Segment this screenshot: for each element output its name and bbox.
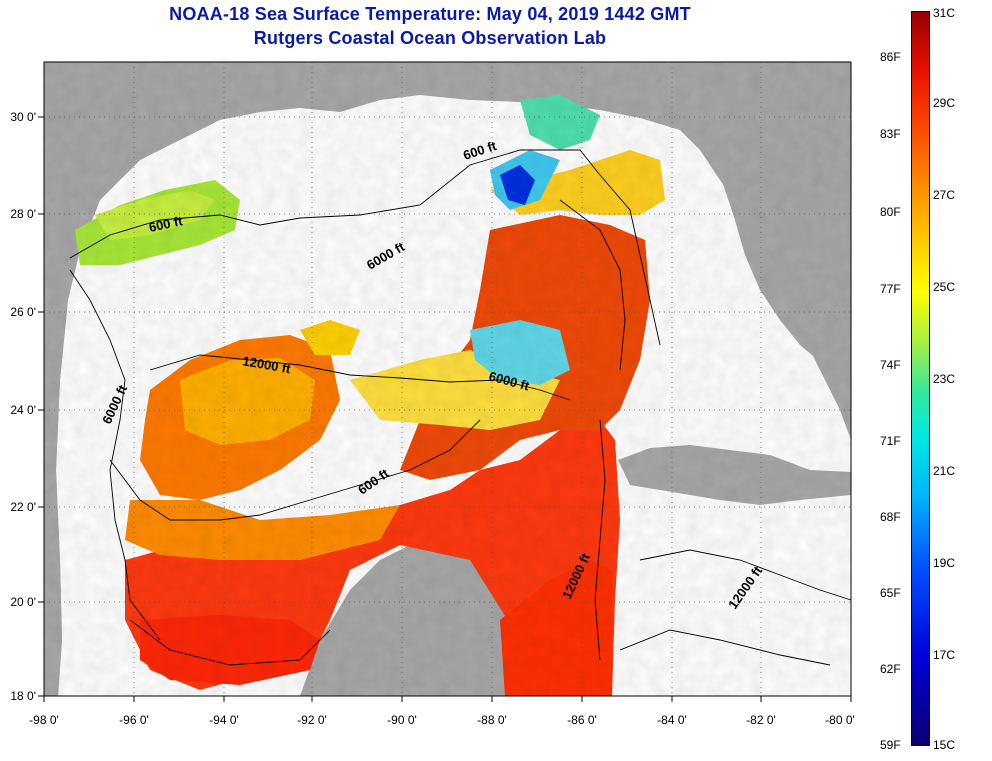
colorbar-celsius-label: 31C [933,6,956,20]
lon-label: -86 0' [567,713,597,727]
colorbar-fahrenheit-label: 86F [880,50,901,64]
lon-label: -92 0' [297,713,327,727]
lon-label: -82 0' [746,713,776,727]
color-scale-bar [911,11,930,746]
colorbar-celsius-label: 21C [933,464,956,478]
colorbar-celsius-label: 23C [933,372,956,386]
lon-label: -90 0' [387,713,417,727]
lon-label: -96 0' [119,713,149,727]
title-line-2: Rutgers Coastal Ocean Observation Lab [253,28,607,48]
colorbar-fahrenheit-label: 71F [880,434,901,448]
colorbar-celsius-label: 25C [933,280,956,294]
lat-label: 20 0' [10,595,36,609]
lat-label: 22 0' [10,500,36,514]
colorbar-fahrenheit-label: 74F [880,358,901,372]
colorbar-fahrenheit-label: 80F [880,205,901,219]
graticule [44,62,851,696]
image-texture [44,62,851,696]
colorbar-celsius-label: 19C [933,556,956,570]
lat-label: 24 0' [10,403,36,417]
colorbar-celsius-label: 29C [933,96,956,110]
map-frame [43,61,852,697]
lat-label: 18 0' [10,689,36,703]
lat-label: 26 0' [10,305,36,319]
lat-label: 30 0' [10,110,36,124]
colorbar-fahrenheit-label: 59F [880,738,901,752]
colorbar-fahrenheit-label: 62F [880,662,901,676]
colorbar-fahrenheit-label: 77F [880,282,901,296]
title-line-1: NOAA-18 Sea Surface Temperature: May 04,… [169,4,691,24]
isobath-label: 600 ft [148,213,185,235]
colorbar-celsius-label: 27C [933,188,956,202]
isobath-lines [69,149,852,666]
lon-label: -94 0' [209,713,239,727]
colorbar-celsius-label: 17C [933,648,956,662]
lon-label: -88 0' [477,713,507,727]
colorbar-celsius-label: 15C [933,738,956,752]
colorbar-fahrenheit-label: 68F [880,510,901,524]
colorbar-fahrenheit-label: 65F [880,586,901,600]
lon-label: -84 0' [657,713,687,727]
lon-label: -98 0' [29,713,59,727]
tick-marks [38,116,852,702]
colorbar-fahrenheit-label: 83F [880,127,901,141]
lon-label: -80 0' [825,713,855,727]
lat-label: 28 0' [10,207,36,221]
